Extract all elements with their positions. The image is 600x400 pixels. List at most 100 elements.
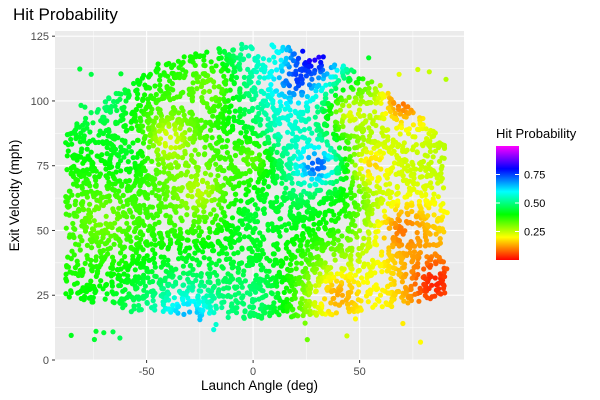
- scatter-point: [382, 213, 388, 220]
- scatter-point: [410, 122, 416, 128]
- scatter-point: [112, 192, 118, 198]
- scatter-point: [363, 202, 369, 209]
- scatter-point: [309, 160, 316, 166]
- scatter-point: [377, 82, 383, 89]
- scatter-point: [191, 132, 198, 138]
- scatter-point: [242, 309, 248, 315]
- scatter-point: [178, 170, 184, 177]
- scatter-point: [361, 136, 367, 143]
- scatter-point: [433, 261, 439, 267]
- scatter-point: [173, 131, 179, 137]
- scatter-point: [393, 207, 399, 213]
- scatter-point: [331, 149, 337, 155]
- scatter-point: [246, 246, 252, 252]
- scatter-point: [368, 150, 374, 156]
- scatter-point: [101, 330, 107, 336]
- scatter-point: [249, 197, 255, 203]
- scatter-point: [148, 241, 154, 247]
- scatter-point: [228, 103, 234, 109]
- scatter-point: [363, 149, 369, 155]
- scatter-point: [177, 125, 183, 131]
- scatter-point: [357, 228, 363, 234]
- scatter-point: [426, 69, 432, 75]
- scatter-point: [162, 275, 168, 281]
- scatter-point: [325, 153, 331, 159]
- scatter-point: [239, 294, 245, 300]
- scatter-point: [190, 223, 196, 229]
- scatter-point: [368, 272, 374, 278]
- scatter-point: [241, 180, 247, 186]
- scatter-point: [87, 129, 93, 135]
- scatter-point: [368, 129, 374, 135]
- scatter-point: [361, 186, 367, 192]
- scatter-point: [425, 223, 432, 229]
- scatter-point: [303, 73, 309, 79]
- scatter-point: [391, 100, 397, 106]
- scatter-point: [365, 198, 371, 205]
- scatter-point: [116, 205, 122, 211]
- scatter-point: [225, 98, 231, 104]
- scatter-point: [211, 197, 218, 203]
- scatter-point: [261, 103, 267, 109]
- scatter-point: [96, 154, 102, 160]
- scatter-point: [418, 190, 424, 196]
- scatter-point: [366, 85, 372, 91]
- scatter-point: [109, 279, 115, 285]
- scatter-point: [153, 91, 159, 98]
- scatter-point: [173, 308, 179, 314]
- scatter-point: [366, 207, 372, 213]
- scatter-point: [297, 300, 304, 306]
- scatter-point: [253, 257, 259, 264]
- scatter-point: [152, 264, 158, 270]
- scatter-point: [328, 74, 334, 80]
- scatter-point: [433, 231, 439, 237]
- scatter-point: [315, 109, 321, 115]
- scatter-point: [177, 233, 183, 239]
- scatter-point: [196, 298, 202, 305]
- scatter-point: [216, 258, 222, 264]
- scatter-point: [237, 171, 243, 177]
- scatter-point: [322, 95, 328, 101]
- scatter-point: [298, 163, 304, 169]
- x-tick-label: 50: [353, 366, 365, 378]
- scatter-point: [317, 219, 323, 226]
- scatter-point: [247, 218, 253, 224]
- scatter-point: [155, 106, 161, 112]
- scatter-point: [77, 234, 83, 240]
- scatter-point: [272, 59, 278, 65]
- scatter-point: [160, 291, 166, 297]
- scatter-point: [132, 204, 138, 210]
- scatter-point: [180, 282, 186, 288]
- scatter-point: [104, 145, 110, 151]
- scatter-point: [299, 80, 305, 86]
- scatter-point: [230, 47, 236, 53]
- scatter-point: [213, 261, 219, 268]
- scatter-point: [110, 206, 116, 212]
- scatter-point: [184, 141, 190, 147]
- scatter-point: [232, 230, 238, 236]
- scatter-point: [96, 132, 102, 138]
- scatter-point: [424, 136, 430, 142]
- scatter-point: [235, 300, 241, 306]
- scatter-point: [186, 252, 192, 258]
- scatter-point: [306, 69, 312, 75]
- scatter-point: [202, 200, 208, 206]
- scatter-point: [331, 274, 337, 280]
- scatter-point: [275, 141, 281, 148]
- scatter-point: [426, 201, 432, 207]
- scatter-point: [109, 266, 116, 272]
- scatter-point: [421, 266, 427, 272]
- scatter-point: [138, 118, 144, 124]
- scatter-point: [127, 234, 133, 240]
- scatter-point: [134, 260, 140, 266]
- scatter-point: [265, 154, 271, 161]
- scatter-point: [123, 166, 130, 173]
- scatter-point: [254, 64, 260, 70]
- scatter-point: [291, 287, 297, 293]
- scatter-point: [414, 263, 420, 269]
- scatter-point: [131, 80, 137, 87]
- scatter-point: [213, 303, 219, 309]
- scatter-point: [358, 307, 364, 313]
- scatter-point: [271, 242, 277, 248]
- scatter-point: [388, 276, 394, 282]
